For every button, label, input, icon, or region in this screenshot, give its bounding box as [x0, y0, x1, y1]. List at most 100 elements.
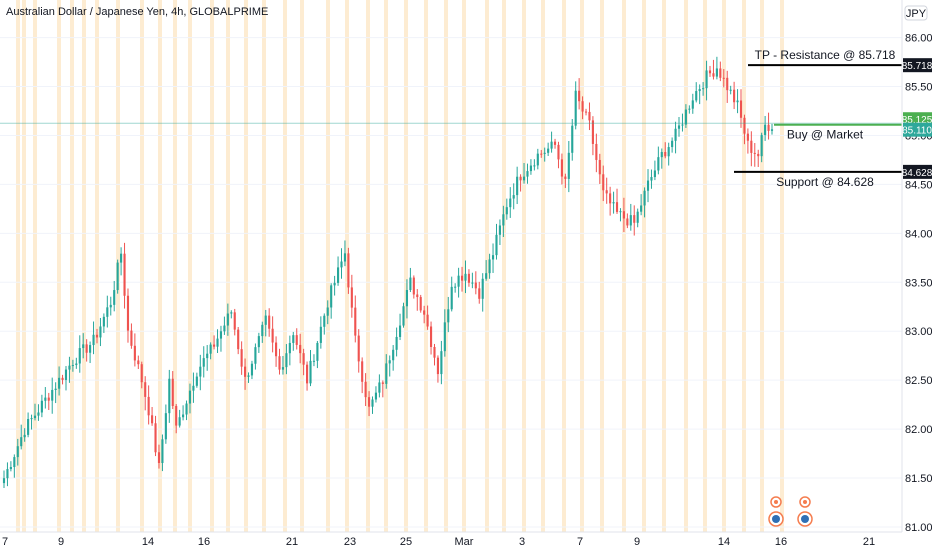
candle-body — [295, 335, 298, 345]
candle-body — [502, 214, 505, 226]
candle-body — [130, 330, 133, 346]
candle-body — [309, 360, 312, 384]
candle-body — [206, 353, 209, 359]
candle-body — [605, 190, 608, 194]
candle-body — [154, 423, 157, 453]
candle-body — [151, 415, 154, 424]
candle-body — [708, 70, 712, 74]
currency-badge — [904, 5, 928, 21]
candle-body — [330, 285, 333, 308]
candle-body — [540, 153, 543, 155]
candle-body — [326, 307, 329, 316]
candle-body — [657, 157, 660, 171]
candle-body — [684, 109, 687, 125]
candle-body — [264, 315, 267, 325]
candle-body — [722, 77, 725, 79]
highlight-band — [462, 0, 466, 532]
candle-body — [6, 469, 9, 479]
candle-body — [702, 88, 705, 90]
candle-body — [460, 275, 464, 281]
level-label: Buy @ Market — [787, 128, 864, 142]
candle-body — [516, 176, 519, 196]
highlight-band — [70, 0, 74, 532]
highlight-band — [562, 0, 566, 532]
candle-body — [633, 215, 636, 223]
candle-body — [381, 382, 384, 384]
buy-badge — [903, 122, 932, 137]
x-tick-label: 21 — [286, 536, 298, 548]
candle-body — [378, 382, 381, 393]
candle-body — [219, 331, 223, 339]
highlight-band — [82, 0, 86, 532]
candle-body — [354, 307, 357, 336]
candle-body — [495, 234, 498, 256]
candle-body — [615, 202, 619, 212]
candle-body — [319, 326, 322, 343]
candle-body — [578, 90, 581, 102]
candle-body — [450, 286, 453, 310]
highlight-band — [580, 0, 584, 532]
candle-body — [44, 397, 47, 401]
candle-body — [416, 294, 419, 298]
candle-body — [254, 347, 257, 364]
candle-body — [457, 275, 460, 287]
candle-body — [443, 322, 446, 352]
candle-body — [764, 124, 767, 135]
candle-body — [770, 129, 774, 131]
highlight-band — [262, 0, 266, 532]
candle-body — [688, 108, 691, 110]
candle-body — [557, 144, 560, 160]
candle-body — [168, 378, 171, 414]
price-axis — [902, 0, 932, 550]
candle-body — [409, 277, 412, 290]
candle-body — [547, 148, 550, 153]
y-tick-label: 82.000 — [905, 424, 932, 436]
highlight-band — [283, 0, 287, 532]
candle-body — [543, 152, 546, 154]
candle-body — [650, 177, 653, 181]
candle-body — [488, 259, 491, 274]
candle-body — [481, 278, 484, 299]
candle-body — [237, 329, 240, 350]
candle-body — [271, 328, 274, 343]
candle-body — [705, 70, 708, 89]
candle-body — [364, 381, 367, 398]
highlight-band — [780, 0, 784, 532]
candle-body — [113, 290, 116, 305]
highlight-band — [703, 0, 707, 532]
candle-body — [288, 342, 291, 354]
resistance-badge-label: 85.718 — [902, 61, 932, 72]
current-price-badge-label: 85.125 — [902, 115, 932, 126]
highlight-band — [158, 0, 162, 532]
highlight-band — [522, 0, 526, 532]
candle-body — [553, 141, 557, 145]
candle-body — [292, 335, 295, 343]
candle-body — [374, 392, 378, 400]
candle-body — [619, 211, 622, 213]
chart-title: Australian Dollar / Japanese Yen, 4h, GL… — [6, 6, 269, 18]
candle-body — [491, 255, 495, 260]
candle-body — [612, 202, 615, 204]
candle-body — [677, 125, 681, 129]
highlight-band — [244, 0, 248, 532]
candle-body — [316, 342, 319, 361]
candle-body — [423, 310, 426, 315]
candle-body — [82, 344, 85, 349]
candle-body — [564, 176, 567, 179]
highlight-band — [33, 0, 37, 532]
candle-body — [275, 342, 278, 357]
candle-body — [233, 312, 236, 330]
highlight-band — [502, 0, 506, 532]
candle-body — [257, 336, 260, 348]
candle-body — [64, 369, 68, 380]
candle-body — [595, 143, 598, 160]
candle-body — [571, 125, 574, 153]
candle-body — [454, 286, 457, 288]
buy-badge-label: 85.110 — [902, 126, 932, 137]
candle-body — [667, 147, 670, 157]
candle-body — [20, 437, 23, 447]
candle-body — [68, 365, 71, 370]
candle-body — [51, 389, 54, 401]
candle-body — [92, 334, 95, 346]
